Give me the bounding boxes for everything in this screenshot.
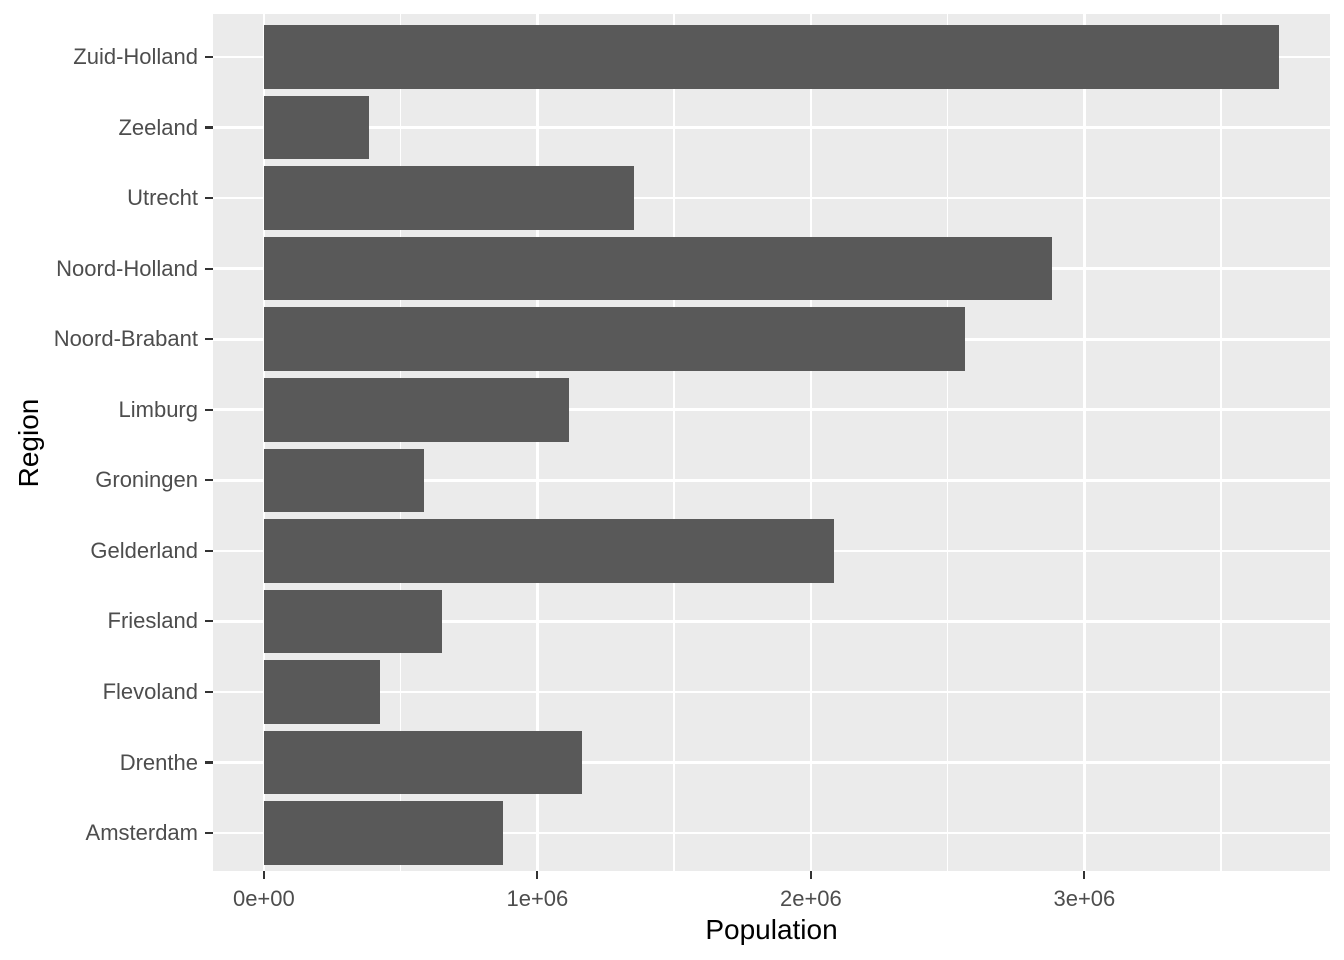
y-axis-tick-mark [205, 55, 213, 59]
y-axis-tick-mark [205, 549, 213, 552]
y-tick-label-zeeland: Zeeland [118, 114, 198, 140]
bar-noord-brabant [263, 307, 965, 371]
x-axis-tick-mark [536, 871, 539, 879]
y-tick-label-noord-brabant: Noord-Brabant [53, 326, 198, 352]
y-tick-label-utrecht: Utrecht [127, 185, 198, 211]
y-axis-tick-mark [205, 126, 213, 129]
y-axis-tick-mark [205, 338, 213, 341]
gridline-horizontal-major [213, 620, 1330, 623]
bar-gelderland [263, 519, 835, 583]
y-axis-tick-mark [205, 620, 213, 623]
gridline-horizontal-major [213, 831, 1330, 835]
y-axis-tick-mark [205, 267, 213, 270]
gridline-vertical-major [809, 14, 813, 871]
plot-panel [213, 14, 1330, 871]
gridline-horizontal-major [213, 761, 1330, 764]
x-axis-tick-mark [262, 871, 265, 879]
gridline-vertical-minor [1220, 14, 1222, 871]
bar-noord-holland [263, 236, 1052, 301]
y-axis-tick-mark [205, 479, 213, 482]
gridline-vertical-minor [946, 14, 949, 871]
y-axis-tick-mark [205, 831, 213, 835]
gridline-vertical-minor [399, 14, 402, 871]
y-axis-title: Region [13, 398, 44, 487]
x-tick-label: 2e+06 [779, 886, 842, 911]
bar-drenthe [263, 730, 582, 795]
x-tick-label: 0e+00 [232, 886, 295, 911]
y-axis-tick-mark [205, 690, 213, 694]
y-tick-label-groningen: Groningen [95, 467, 198, 493]
bar-friesland [263, 589, 442, 654]
gridline-horizontal-major [213, 196, 1330, 200]
y-tick-label-gelderland: Gelderland [90, 537, 198, 563]
x-axis-tick-mark [809, 871, 812, 879]
bar-groningen [263, 448, 425, 513]
y-axis-tick-mark [205, 197, 213, 200]
bar-amsterdam [263, 801, 503, 865]
gridline-horizontal-major [213, 408, 1330, 412]
x-tick-label: 3e+06 [1053, 886, 1116, 911]
bar-flevoland [263, 660, 380, 724]
gridline-horizontal-major [213, 126, 1330, 129]
gridline-vertical-major [1083, 14, 1086, 871]
gridline-horizontal-major [213, 690, 1330, 694]
x-axis-title: Population [705, 914, 838, 945]
y-tick-label-friesland: Friesland [107, 608, 198, 634]
bar-limburg [263, 378, 570, 442]
y-axis-tick-mark [205, 761, 213, 764]
gridline-vertical-minor [673, 14, 675, 871]
gridline-vertical-major [536, 14, 539, 871]
y-tick-label-drenthe: Drenthe [119, 749, 198, 775]
y-tick-label-zuid-holland: Zuid-Holland [73, 44, 198, 69]
y-tick-label-limburg: Limburg [118, 396, 198, 422]
y-tick-label-amsterdam: Amsterdam [85, 820, 198, 846]
x-tick-label: 1e+06 [506, 886, 569, 911]
y-axis-tick-mark [205, 408, 213, 411]
bar-zeeland [263, 95, 369, 160]
bar-zuid-holland [263, 25, 1279, 89]
gridline-vertical-major [262, 14, 266, 871]
gridline-horizontal-major [213, 478, 1330, 482]
y-tick-label-flevoland: Flevoland [102, 678, 198, 704]
x-axis-tick-mark [1083, 871, 1086, 879]
y-tick-label-noord-holland: Noord-Holland [56, 255, 198, 281]
bar-utrecht [263, 166, 635, 230]
